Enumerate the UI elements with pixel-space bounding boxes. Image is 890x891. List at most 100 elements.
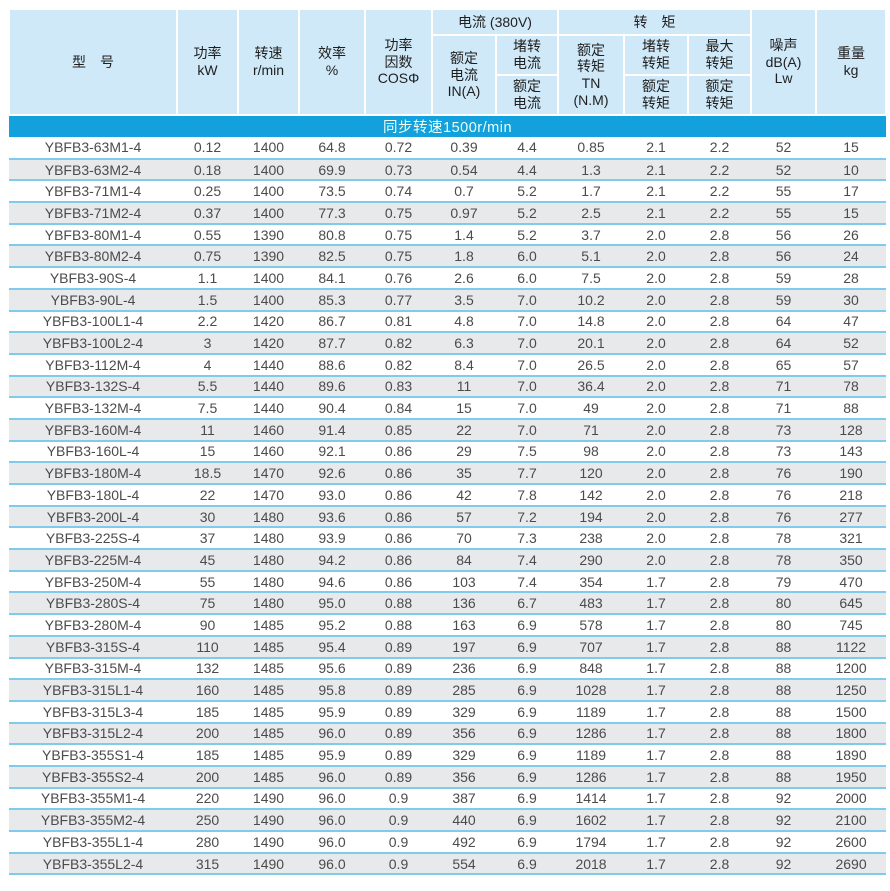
- cell-max-torque-ratio: 2.2: [688, 202, 752, 225]
- cell-power-kw: 37: [177, 527, 238, 551]
- cell-speed-rpm: 1400: [238, 267, 299, 290]
- table-row: YBFB3-80M2-4 0.75 1390 82.5 0.75 1.8 6.0 5.1 2.0…: [9, 245, 887, 269]
- cell-locked-rotor-torque-ratio: 1.7: [624, 809, 689, 832]
- table-row: YBFB3-90L-4 1.5 1400 85.3 0.77 3.5 7.0 10.2 2.0 2…: [9, 288, 887, 312]
- cell-locked-rotor-current-ratio: 4.4: [496, 158, 559, 182]
- cell-max-torque-ratio: 2.8: [688, 549, 752, 572]
- cell-model: YBFB3-100L2-4: [9, 332, 177, 355]
- cell-rated-torque: 848: [558, 657, 625, 681]
- cell-rated-current: 6.3: [432, 332, 496, 355]
- cell-power-kw: 185: [177, 744, 238, 767]
- cell-noise-db: 78: [751, 549, 817, 572]
- table-row: YBFB3-355L2-4 315 1490 96.0 0.9 554 6.9 2018 1.7…: [9, 852, 887, 876]
- cell-noise-db: 55: [751, 202, 817, 225]
- cell-locked-rotor-torque-ratio: 1.7: [624, 765, 689, 789]
- cell-max-torque-ratio: 2.8: [688, 570, 752, 594]
- cell-rated-current: 8.4: [432, 353, 496, 377]
- cell-locked-rotor-current-ratio: 5.2: [496, 202, 559, 225]
- cell-model: YBFB3-225M-4: [9, 549, 177, 572]
- cell-power-kw: 15: [177, 440, 238, 464]
- cell-locked-rotor-current-ratio: 7.0: [496, 375, 559, 399]
- cell-speed-rpm: 1390: [238, 223, 299, 247]
- col-header-locked-torque-denominator: 额定 转矩: [623, 74, 690, 116]
- cell-max-torque-ratio: 2.8: [688, 787, 752, 811]
- cell-max-torque-ratio: 2.8: [688, 657, 752, 681]
- cell-rated-current: 329: [432, 700, 496, 724]
- cell-speed-rpm: 1485: [238, 722, 299, 746]
- cell-weight-kg: 88: [816, 397, 887, 420]
- cell-cos-phi: 0.89: [365, 765, 432, 789]
- cell-noise-db: 79: [751, 570, 817, 594]
- cell-power-kw: 3: [177, 332, 238, 355]
- cell-model: YBFB3-160M-4: [9, 418, 177, 442]
- table-row: YBFB3-315M-4 132 1485 95.6 0.89 236 6.9 848 1.7 2…: [9, 657, 887, 681]
- cell-locked-rotor-current-ratio: 6.9: [496, 657, 559, 681]
- table-row: YBFB3-100L1-4 2.2 1420 86.7 0.81 4.8 7.0 14.8 2.…: [9, 310, 887, 334]
- cell-rated-current: 103: [432, 570, 496, 594]
- cell-rated-current: 70: [432, 527, 496, 551]
- cell-weight-kg: 143: [816, 440, 887, 464]
- cell-power-kw: 250: [177, 809, 238, 832]
- cell-weight-kg: 1890: [816, 744, 887, 767]
- cell-weight-kg: 1250: [816, 679, 887, 702]
- cell-cos-phi: 0.83: [365, 375, 432, 399]
- table-header: 型 号 功率 kW 转速 r/min 效率 % 功率 因数 COSΦ 电流 (3…: [8, 8, 888, 116]
- cell-efficiency-pct: 77.3: [299, 202, 365, 225]
- cell-speed-rpm: 1490: [238, 852, 299, 876]
- cell-weight-kg: 350: [816, 549, 887, 572]
- cell-rated-torque: 0.85: [558, 137, 625, 160]
- cell-rated-torque: 1028: [558, 679, 625, 702]
- cell-power-kw: 4: [177, 353, 238, 377]
- cell-rated-torque: 2018: [558, 852, 625, 876]
- cell-weight-kg: 17: [816, 180, 887, 204]
- cell-weight-kg: 1500: [816, 700, 887, 724]
- col-group-torque: 转 矩: [557, 8, 753, 36]
- col-header-locked-current-denominator: 额定 电流: [494, 74, 560, 116]
- table-row: YBFB3-225S-4 37 1480 93.9 0.86 70 7.3 238 2.0 2.8…: [9, 527, 887, 551]
- cell-efficiency-pct: 95.8: [299, 679, 365, 702]
- cell-cos-phi: 0.84: [365, 397, 432, 420]
- cell-power-kw: 160: [177, 679, 238, 702]
- cell-locked-rotor-torque-ratio: 1.7: [624, 722, 689, 746]
- table-row: YBFB3-315S-4 110 1485 95.4 0.89 197 6.9 707 1.7 2…: [9, 635, 887, 659]
- cell-power-kw: 55: [177, 570, 238, 594]
- cell-model: YBFB3-355M1-4: [9, 787, 177, 811]
- cell-speed-rpm: 1480: [238, 527, 299, 551]
- cell-weight-kg: 1122: [816, 635, 887, 659]
- cell-weight-kg: 128: [816, 418, 887, 442]
- cell-speed-rpm: 1400: [238, 158, 299, 182]
- cell-locked-rotor-torque-ratio: 2.0: [624, 418, 689, 442]
- cell-efficiency-pct: 96.0: [299, 722, 365, 746]
- cell-efficiency-pct: 95.9: [299, 744, 365, 767]
- cell-power-kw: 1.5: [177, 288, 238, 312]
- col-header-model: 型 号: [8, 8, 178, 116]
- cell-locked-rotor-current-ratio: 6.7: [496, 592, 559, 616]
- cell-max-torque-ratio: 2.8: [688, 267, 752, 290]
- cell-noise-db: 88: [751, 765, 817, 789]
- cell-cos-phi: 0.75: [365, 245, 432, 269]
- cell-power-kw: 200: [177, 722, 238, 746]
- motor-spec-table: 型 号 功率 kW 转速 r/min 效率 % 功率 因数 COSΦ 电流 (3…: [8, 8, 888, 876]
- cell-locked-rotor-current-ratio: 7.5: [496, 440, 559, 464]
- cell-efficiency-pct: 80.8: [299, 223, 365, 247]
- cell-weight-kg: 30: [816, 288, 887, 312]
- cell-power-kw: 315: [177, 852, 238, 876]
- col-header-power: 功率 kW: [176, 8, 239, 116]
- cell-cos-phi: 0.75: [365, 202, 432, 225]
- cell-locked-rotor-current-ratio: 7.4: [496, 549, 559, 572]
- cell-noise-db: 92: [751, 809, 817, 832]
- cell-rated-torque: 14.8: [558, 310, 625, 334]
- cell-locked-rotor-current-ratio: 7.0: [496, 353, 559, 377]
- cell-model: YBFB3-180L-4: [9, 484, 177, 507]
- cell-rated-current: 84: [432, 549, 496, 572]
- cell-speed-rpm: 1485: [238, 614, 299, 637]
- cell-rated-torque: 1414: [558, 787, 625, 811]
- cell-cos-phi: 0.86: [365, 527, 432, 551]
- cell-noise-db: 64: [751, 310, 817, 334]
- cell-max-torque-ratio: 2.8: [688, 353, 752, 377]
- table-row: YBFB3-355M2-4 250 1490 96.0 0.9 440 6.9 1602 1.7…: [9, 809, 887, 832]
- cell-weight-kg: 78: [816, 375, 887, 399]
- cell-power-kw: 0.18: [177, 158, 238, 182]
- cell-noise-db: 88: [751, 657, 817, 681]
- cell-rated-current: 329: [432, 744, 496, 767]
